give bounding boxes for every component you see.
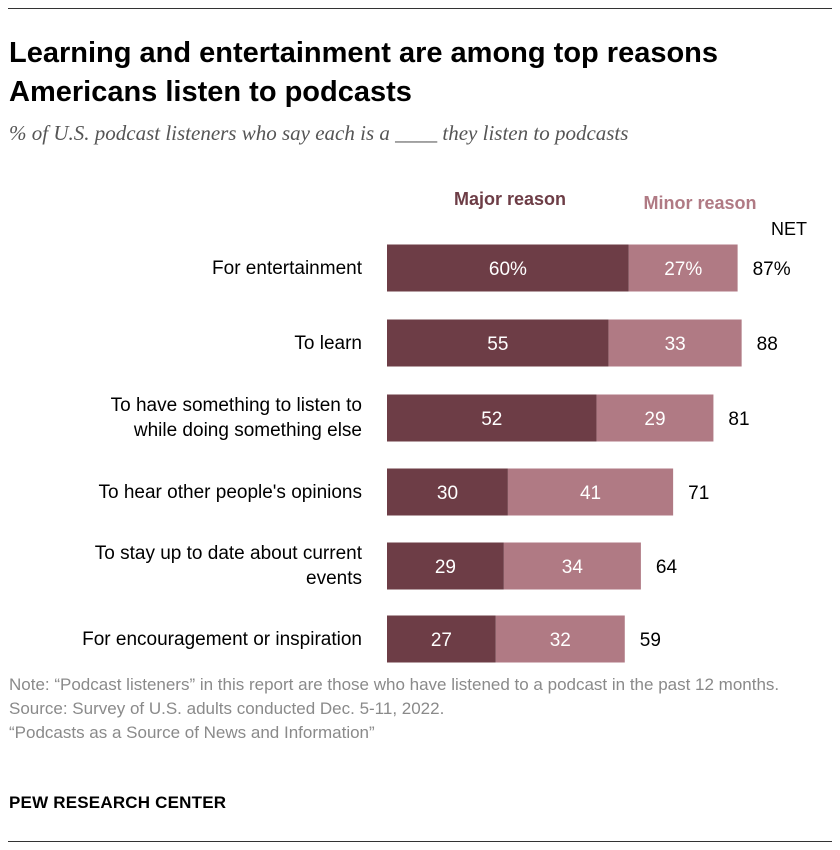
net-value-label-0: 87% xyxy=(753,259,791,280)
minor-value-label-5: 32 xyxy=(550,630,571,651)
minor-value-label-0: 27% xyxy=(664,259,702,280)
major-value-label-2: 52 xyxy=(481,409,502,430)
major-value-label-5: 27 xyxy=(431,630,452,651)
category-label-line: For encouragement or inspiration xyxy=(82,628,362,650)
category-label-2: To have something to listen to while doin… xyxy=(111,393,362,443)
bar-minor-1 xyxy=(608,319,742,367)
chart-notes: Note: “Podcast listeners” in this report… xyxy=(9,673,839,745)
category-label-1: To learn xyxy=(294,331,362,356)
category-label-line: To learn xyxy=(294,332,362,354)
legend-minor-reason: Minor reason xyxy=(643,193,757,213)
major-value-label-3: 30 xyxy=(437,483,458,504)
category-label-line: while doing something else xyxy=(133,420,362,441)
category-label-line: To have something to listen to xyxy=(110,395,362,416)
category-label-line: For entertainment xyxy=(212,257,362,279)
bar-minor-4 xyxy=(503,542,641,590)
chart-title: Learning and entertainment are among top… xyxy=(9,37,719,108)
category-label-0: For entertainment xyxy=(212,256,362,281)
minor-value-label-4: 34 xyxy=(562,557,584,578)
major-value-label-0: 60% xyxy=(489,259,527,280)
major-value-label-1: 55 xyxy=(487,334,508,355)
bar-minor-3 xyxy=(507,468,674,516)
bar-major-2 xyxy=(387,394,597,442)
source-text: Source: Survey of U.S. adults conducted … xyxy=(9,699,445,718)
top-rule xyxy=(8,8,832,9)
chart-subtitle: % of U.S. podcast listeners who say each… xyxy=(9,121,629,145)
category-label-line: To stay up to date about current xyxy=(94,543,362,564)
stacked-bar-chart: 60% 27% 87% 55 33 88 52 29 81 30 41 71 29 34 64 27 32 59 xyxy=(387,244,791,663)
bar-minor-2 xyxy=(596,394,714,442)
bar-major-5 xyxy=(387,615,496,663)
net-value-label-5: 59 xyxy=(640,630,661,651)
bar-major-1 xyxy=(387,319,609,367)
category-label-3: To hear other people's opinions xyxy=(99,480,362,505)
minor-value-label-1: 33 xyxy=(665,334,686,355)
net-value-label-1: 88 xyxy=(757,334,778,355)
minor-value-label-3: 41 xyxy=(580,483,601,504)
category-label-4: To stay up to date about current events xyxy=(95,541,362,591)
legend-major-reason: Major reason xyxy=(453,189,567,209)
bar-major-3 xyxy=(387,468,508,516)
legend-net: NET xyxy=(771,219,807,239)
net-value-label-4: 64 xyxy=(656,557,678,578)
category-label-line: events xyxy=(306,568,362,589)
net-value-label-3: 71 xyxy=(688,483,709,504)
bottom-rule xyxy=(8,841,832,842)
major-value-label-4: 29 xyxy=(435,557,456,578)
bar-minor-5 xyxy=(495,615,625,663)
bar-minor-0 xyxy=(628,244,738,292)
category-label-line: To hear other people's opinions xyxy=(98,481,362,503)
report-title-text: “Podcasts as a Source of News and Inform… xyxy=(9,723,375,742)
pew-research-center-logo-text: PEW RESEARCH CENTER xyxy=(9,793,227,812)
bar-major-4 xyxy=(387,542,504,590)
note-text: Note: “Podcast listeners” in this report… xyxy=(9,675,780,694)
net-value-label-2: 81 xyxy=(728,409,749,430)
bar-major-0 xyxy=(387,244,629,292)
category-label-5: For encouragement or inspiration xyxy=(82,627,362,652)
minor-value-label-2: 29 xyxy=(644,409,665,430)
